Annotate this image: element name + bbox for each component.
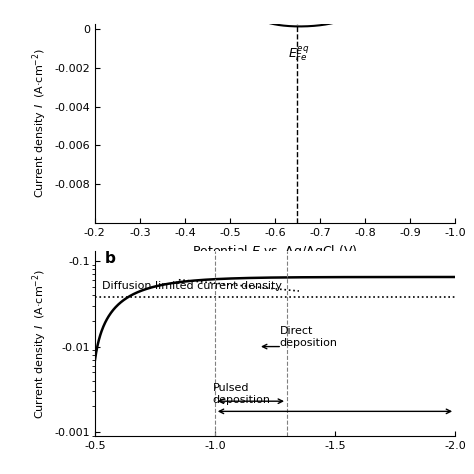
- Text: Pulsed
deposition: Pulsed deposition: [212, 383, 271, 405]
- Text: b: b: [104, 251, 115, 266]
- Text: $E_{Fe}^{eq}$: $E_{Fe}^{eq}$: [288, 45, 310, 64]
- X-axis label: Potential $E$ vs. Ag/AgCl (V): Potential $E$ vs. Ag/AgCl (V): [192, 243, 358, 260]
- Y-axis label: Current density $I$  (A·cm$^{-2}$): Current density $I$ (A·cm$^{-2}$): [30, 48, 49, 198]
- Text: Diffusion limited current density: Diffusion limited current density: [102, 282, 282, 292]
- Y-axis label: Current density $I$  (A·cm$^{-2}$): Current density $I$ (A·cm$^{-2}$): [30, 269, 49, 419]
- Text: Direct
deposition: Direct deposition: [280, 326, 337, 347]
